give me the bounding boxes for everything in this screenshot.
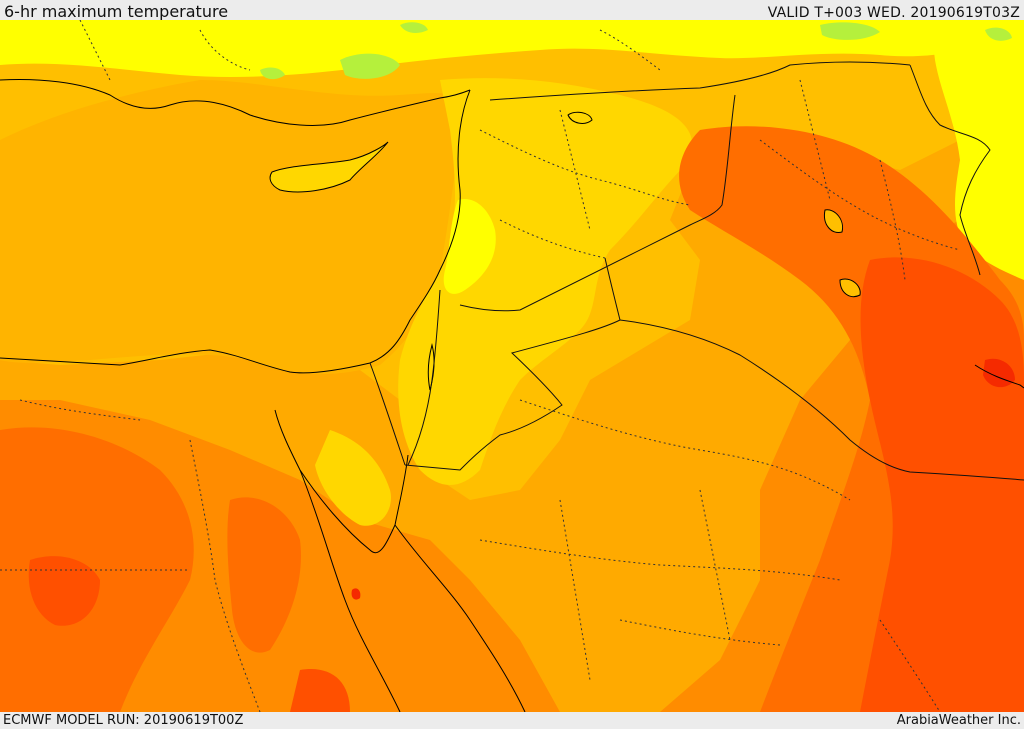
footer-bar: ECMWF MODEL RUN: 20190619T00Z ArabiaWeat… [0,712,1024,729]
border-israel-jordan [407,289,441,466]
province-line-14 [189,439,261,712]
lake-tharthar [823,209,844,234]
province-line-11 [619,619,781,646]
field-light-green-2 [820,22,880,40]
province-line-3 [559,109,591,231]
province-line-18 [879,619,941,712]
field-light-green-3 [260,67,285,80]
province-line-15 [79,20,111,81]
coastline-north [0,79,471,126]
lake-assad [567,111,593,124]
credit-label: ArabiaWeather Inc. [896,713,1021,728]
coastline-egypt [0,349,371,374]
map-title: 6-hr maximum temperature [4,2,229,21]
border-jordan-saudi [404,257,621,471]
province-line-4 [759,139,961,251]
province-line-2 [499,219,606,259]
border-iraq-iran [909,64,991,276]
province-line-5 [799,79,831,201]
cyprus-island [269,141,389,193]
field-light-green-5 [985,27,1012,41]
field-light-green-4 [400,22,428,33]
field-yellow-levant [443,199,496,294]
lake-razzaza [839,278,861,298]
field-red-orange-south [290,669,350,712]
border-syria-iraq-south [459,94,736,312]
coastline-red-sea-west [299,469,401,712]
field-red-orange [860,257,1024,712]
coastline-levant [369,89,471,364]
header-bar: 6-hr maximum temperature VALID T+003 WED… [0,0,1024,21]
province-line-7 [519,399,851,501]
model-run-label: ECMWF MODEL RUN: 20190619T00Z [3,713,244,728]
coastline-gulf-suez [274,409,409,553]
province-line-16 [199,29,251,71]
valid-time-label: VALID T+003 WED. 20190619T03Z [767,5,1020,21]
field-red-orange-egypt [28,556,100,626]
mediterranean-sea [0,80,465,375]
province-line-1 [479,129,691,206]
field-gold-sinai [315,430,391,526]
province-line-8 [479,539,841,581]
border-egypt-israel [369,362,406,466]
field-red-spot-2 [351,588,361,600]
coastline-red-sea-east [394,524,526,712]
province-line-6 [879,159,906,281]
province-line-12 [19,399,141,421]
province-line-17 [599,29,661,71]
province-line-10 [699,489,731,641]
field-light-green-1 [340,53,400,79]
field-yellow-north [0,20,1024,78]
coastline-gulf [974,364,1024,389]
province-line-9 [559,499,591,681]
field-gold [398,78,693,485]
border-syria-iraq [489,61,911,101]
border-iraq-saudi [619,319,1024,481]
field-yellow-iran [930,20,1024,280]
temperature-map[interactable] [0,20,1024,712]
field-dark-orange-patch [227,497,301,653]
